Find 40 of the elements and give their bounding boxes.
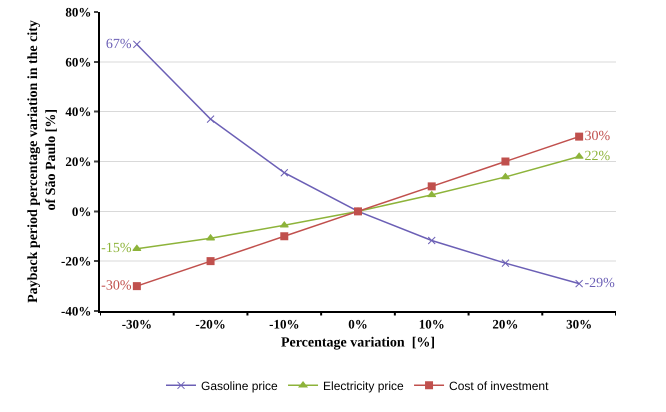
x-tick-label: -10%: [269, 316, 300, 332]
data-label: -15%: [101, 241, 132, 256]
point: [280, 221, 289, 228]
legend-label: Cost of investment: [449, 378, 550, 393]
data-label: -30%: [101, 278, 132, 294]
point: [132, 40, 141, 48]
point: [428, 182, 436, 190]
data-label: 22%: [584, 149, 611, 164]
point: [427, 190, 436, 198]
point: [132, 282, 141, 290]
point: [428, 236, 436, 244]
y-tick-label: 0%: [72, 204, 92, 219]
y-tick-label: -40%: [61, 304, 92, 319]
y-tick-label: 20%: [65, 154, 92, 170]
y-tick-label: -20%: [61, 254, 92, 269]
x-tick-label: 10%: [418, 316, 445, 332]
point: [280, 168, 288, 177]
x-tick-label: -30%: [122, 316, 152, 332]
data-label: 30%: [584, 129, 611, 144]
point: [501, 259, 510, 268]
x-tick-label: 30%: [566, 316, 592, 332]
point: [575, 280, 584, 288]
point: [501, 158, 510, 166]
y-tick-label: 60%: [65, 54, 92, 70]
data-label: -29%: [584, 276, 616, 292]
x-axis-title: Percentage variation [%]: [280, 335, 436, 350]
y-tick-label: 40%: [65, 104, 92, 120]
x-tick-label: 0%: [348, 316, 368, 332]
legend-label: Gasoline price: [201, 378, 278, 393]
point: [280, 232, 288, 240]
y-axis-title: Payback period percentage variation in the city of São Paulo [%]: [26, 20, 60, 303]
point: [500, 172, 510, 180]
x-tick-label: 20%: [492, 316, 518, 332]
point: [206, 257, 215, 266]
point: [206, 115, 215, 124]
x-tick-label: -20%: [195, 316, 226, 332]
point: [575, 132, 584, 141]
data-label: 67%: [106, 36, 132, 52]
y-tick-label: 80%: [65, 4, 92, 20]
legend-label: Electricity price: [323, 378, 404, 393]
